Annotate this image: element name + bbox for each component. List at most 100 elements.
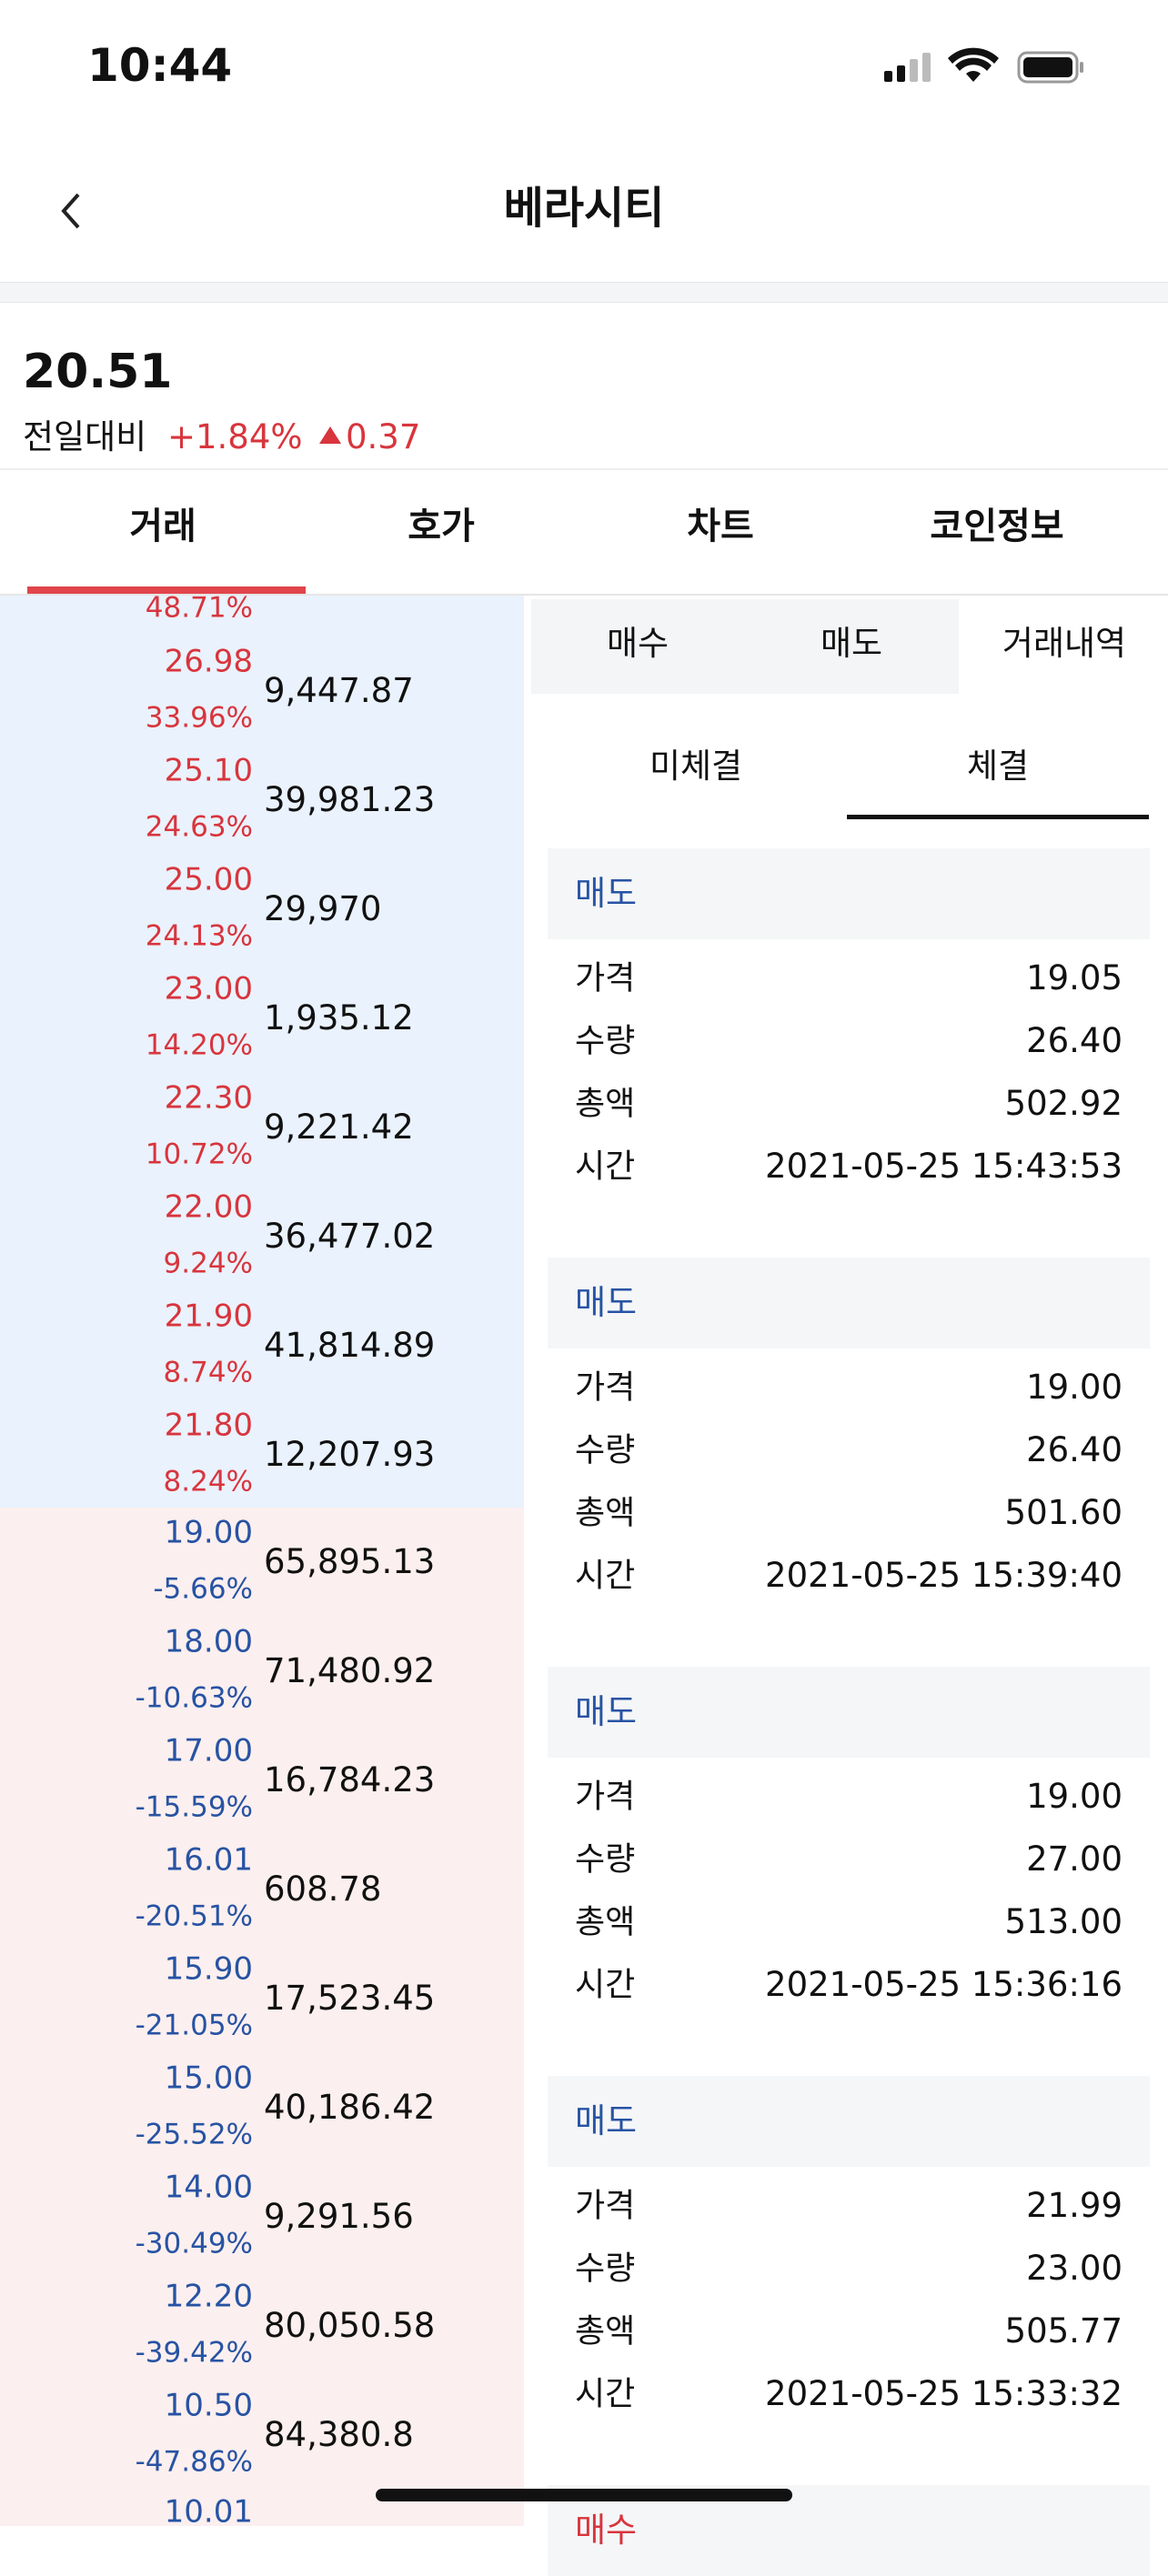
trade-label: 가격 bbox=[575, 959, 636, 997]
trade-value: 21.99 bbox=[1026, 2185, 1123, 2225]
bid-price[interactable]: 17.00 bbox=[164, 1732, 253, 1769]
main-tab[interactable]: 거래 bbox=[129, 506, 196, 547]
bid-volume: 9,291.56 bbox=[264, 2196, 414, 2236]
bid-price[interactable]: 19.00 bbox=[164, 1514, 253, 1551]
trade-label: 시간 bbox=[575, 1148, 636, 1186]
bid-price[interactable]: 16.01 bbox=[164, 1841, 253, 1879]
trade-label: 가격 bbox=[575, 1368, 636, 1407]
trade-value: 2021-05-25 15:36:16 bbox=[765, 1964, 1123, 2004]
trade-value: 27.00 bbox=[1026, 1839, 1123, 1879]
trade-header bbox=[548, 1667, 1150, 1758]
separator bbox=[0, 282, 1168, 303]
bid-rate: -25.52% bbox=[135, 2118, 253, 2151]
trade-side: 매도 bbox=[575, 1282, 638, 1322]
ask-price[interactable]: 21.80 bbox=[164, 1407, 253, 1444]
bid-price[interactable]: 18.00 bbox=[164, 1623, 253, 1660]
status-icons bbox=[884, 47, 1083, 84]
bid-price: 10.01 bbox=[164, 2493, 253, 2531]
ask-volume: 9,447.87 bbox=[264, 670, 414, 710]
bid-price[interactable]: 10.50 bbox=[164, 2387, 253, 2424]
bid-volume: 16,784.23 bbox=[264, 1759, 436, 1799]
main-tab[interactable]: 코인정보 bbox=[930, 506, 1064, 547]
ask-price[interactable]: 25.10 bbox=[164, 752, 253, 789]
trade-tab-background bbox=[531, 599, 959, 694]
page-title: 베라시티 bbox=[503, 183, 665, 235]
bid-rate: -21.05% bbox=[135, 2009, 253, 2042]
ask-rate: 24.63% bbox=[145, 810, 253, 844]
trade-label: 수량 bbox=[575, 2250, 636, 2288]
trade-value: 19.00 bbox=[1026, 1776, 1123, 1816]
trade-value: 2021-05-25 15:43:53 bbox=[765, 1146, 1123, 1186]
ask-rate: 33.96% bbox=[145, 701, 253, 735]
bid-price[interactable]: 15.90 bbox=[164, 1950, 253, 1988]
ask-price[interactable]: 26.98 bbox=[164, 643, 253, 680]
bid-rate: -5.66% bbox=[153, 1572, 253, 1606]
trade-label: 총액 bbox=[575, 1494, 636, 1532]
trade-side: 매도 bbox=[575, 2100, 638, 2140]
bid-background bbox=[0, 1508, 524, 2526]
ask-volume: 12,207.93 bbox=[264, 1434, 436, 1474]
trade-tab[interactable]: 거래내역 bbox=[1002, 623, 1127, 663]
ask-rate: 9.24% bbox=[163, 1247, 253, 1280]
ask-price[interactable]: 21.90 bbox=[164, 1298, 253, 1335]
up-triangle bbox=[319, 426, 341, 444]
change-amount: 0.37 bbox=[346, 416, 421, 456]
trade-header bbox=[548, 848, 1150, 939]
trade-header bbox=[548, 1258, 1150, 1348]
tab-underline bbox=[27, 586, 306, 594]
trade-value: 19.00 bbox=[1026, 1367, 1123, 1407]
trade-label: 수량 bbox=[575, 1431, 636, 1469]
ask-volume: 36,477.02 bbox=[264, 1216, 436, 1256]
trade-label: 시간 bbox=[575, 1966, 636, 2004]
back-button[interactable] bbox=[58, 191, 86, 231]
history-underline bbox=[847, 815, 1149, 819]
clock: 10:44 bbox=[87, 39, 233, 92]
ask-rate: 24.13% bbox=[145, 919, 253, 953]
main-tab[interactable]: 호가 bbox=[408, 506, 475, 547]
trade-value: 501.60 bbox=[1004, 1492, 1123, 1532]
bid-rate: -39.42% bbox=[135, 2336, 253, 2370]
bid-volume: 65,895.13 bbox=[264, 1541, 436, 1581]
ask-price[interactable]: 25.00 bbox=[164, 861, 253, 898]
bid-rate: -30.49% bbox=[135, 2227, 253, 2260]
bid-price[interactable]: 14.00 bbox=[164, 2169, 253, 2206]
tab-border bbox=[0, 468, 1168, 470]
change-label: 전일대비 bbox=[23, 416, 147, 456]
ask-price[interactable]: 22.30 bbox=[164, 1079, 253, 1117]
trade-value: 2021-05-25 15:33:32 bbox=[765, 2373, 1123, 2413]
current-price: 20.51 bbox=[23, 344, 173, 399]
trade-label: 가격 bbox=[575, 2187, 636, 2225]
ask-price[interactable]: 23.00 bbox=[164, 970, 253, 1007]
ask-volume: 1,935.12 bbox=[264, 997, 414, 1037]
bid-rate: -47.86% bbox=[135, 2445, 253, 2479]
bid-volume: 71,480.92 bbox=[264, 1650, 436, 1690]
ask-rate: 10.72% bbox=[145, 1138, 253, 1171]
trade-label: 총액 bbox=[575, 1085, 636, 1123]
trade-label: 수량 bbox=[575, 1840, 636, 1879]
bid-rate: -10.63% bbox=[135, 1681, 253, 1715]
bid-price[interactable]: 15.00 bbox=[164, 2060, 253, 2097]
trade-tab[interactable]: 매도 bbox=[820, 623, 883, 663]
history-tab[interactable]: 미체결 bbox=[649, 746, 743, 786]
ask-rate: 48.71% bbox=[145, 591, 253, 625]
history-tab[interactable]: 체결 bbox=[966, 746, 1030, 786]
trade-value: 26.40 bbox=[1026, 1429, 1123, 1469]
trade-label: 총액 bbox=[575, 2312, 636, 2350]
ask-rate: 14.20% bbox=[145, 1028, 253, 1062]
bid-volume: 80,050.58 bbox=[264, 2305, 436, 2345]
bid-volume: 40,186.42 bbox=[264, 2087, 436, 2127]
trade-value: 23.00 bbox=[1026, 2248, 1123, 2288]
trade-side: 매도 bbox=[575, 1691, 638, 1731]
bid-rate: -15.59% bbox=[135, 1790, 253, 1824]
ask-volume: 39,981.23 bbox=[264, 779, 436, 819]
trade-value: 502.92 bbox=[1004, 1083, 1123, 1123]
trade-tab[interactable]: 매수 bbox=[606, 623, 670, 663]
ask-volume: 9,221.42 bbox=[264, 1107, 414, 1147]
ask-price[interactable]: 22.00 bbox=[164, 1188, 253, 1226]
trade-label: 시간 bbox=[575, 1557, 636, 1595]
bid-price[interactable]: 12.20 bbox=[164, 2278, 253, 2315]
main-tab[interactable]: 차트 bbox=[687, 506, 754, 547]
trade-value: 26.40 bbox=[1026, 1020, 1123, 1060]
